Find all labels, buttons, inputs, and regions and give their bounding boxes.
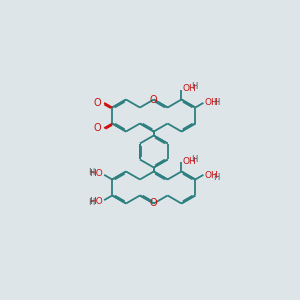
Text: H: H xyxy=(88,168,94,177)
Text: HO: HO xyxy=(89,169,103,178)
Text: O: O xyxy=(93,98,101,108)
Text: HO: HO xyxy=(89,197,103,206)
Text: H: H xyxy=(213,98,220,107)
Text: O: O xyxy=(150,199,158,208)
Text: H: H xyxy=(191,155,198,164)
Text: H: H xyxy=(213,173,220,182)
Text: OH: OH xyxy=(205,171,218,180)
Text: OH: OH xyxy=(205,98,218,107)
Text: H: H xyxy=(88,198,94,207)
Text: OH: OH xyxy=(183,157,196,166)
Text: O: O xyxy=(150,94,158,104)
Text: OH: OH xyxy=(183,84,196,93)
Text: H: H xyxy=(191,82,198,91)
Text: O: O xyxy=(93,123,101,133)
